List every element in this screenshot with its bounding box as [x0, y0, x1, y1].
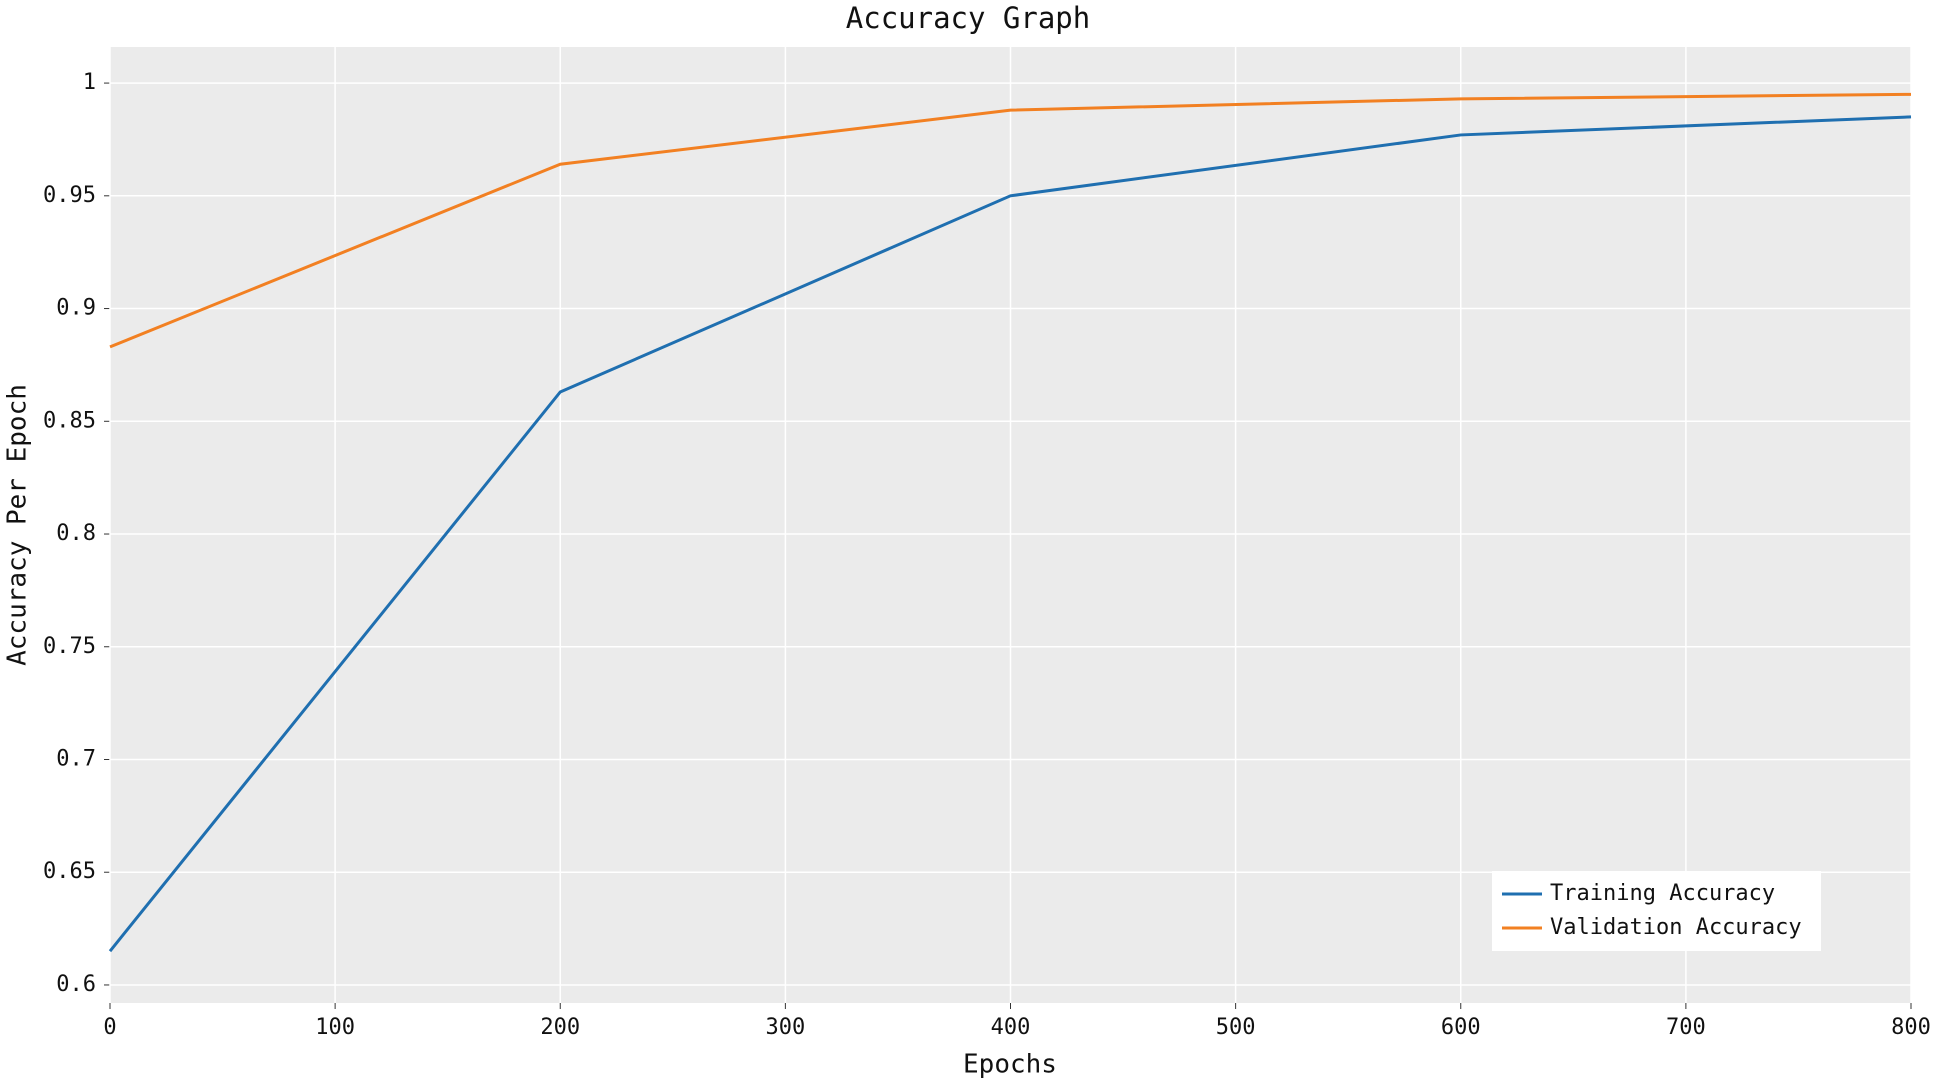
x-axis-label: Epochs — [963, 1050, 1057, 1080]
y-tick-label: 0.9 — [56, 296, 96, 321]
legend-label: Validation Accuracy — [1550, 915, 1802, 940]
y-tick-label: 0.75 — [43, 634, 96, 659]
y-tick-label: 0.65 — [43, 859, 96, 884]
line — [109, 92, 1912, 349]
x-tick-label: 800 — [1891, 1015, 1931, 1040]
legend-box — [1492, 871, 1821, 951]
y-axis-label: Accuracy Per Epoch — [3, 384, 33, 666]
x-tick-label: 400 — [991, 1015, 1031, 1040]
x-tick-label: 700 — [1666, 1015, 1706, 1040]
line — [108, 115, 1912, 953]
x-tick-label: 300 — [766, 1015, 806, 1040]
y-tick-label: 1 — [83, 70, 96, 95]
y-tick-label: 0.85 — [43, 408, 96, 433]
legend-label: Training Accuracy — [1550, 881, 1775, 906]
y-tick-label: 0.7 — [56, 746, 96, 771]
x-tick-label: 0 — [103, 1015, 116, 1040]
y-tick-label: 0.95 — [43, 183, 96, 208]
x-tick-label: 600 — [1441, 1015, 1481, 1040]
x-tick-label: 200 — [540, 1015, 580, 1040]
y-tick-label: 0.6 — [56, 972, 96, 997]
x-tick-label: 100 — [315, 1015, 355, 1040]
y-tick-label: 0.8 — [56, 521, 96, 546]
x-tick-label: 500 — [1216, 1015, 1256, 1040]
legend: Training Accuracy Validation Accuracy — [1492, 871, 1821, 951]
chart-title: Accuracy Graph — [846, 1, 1090, 35]
